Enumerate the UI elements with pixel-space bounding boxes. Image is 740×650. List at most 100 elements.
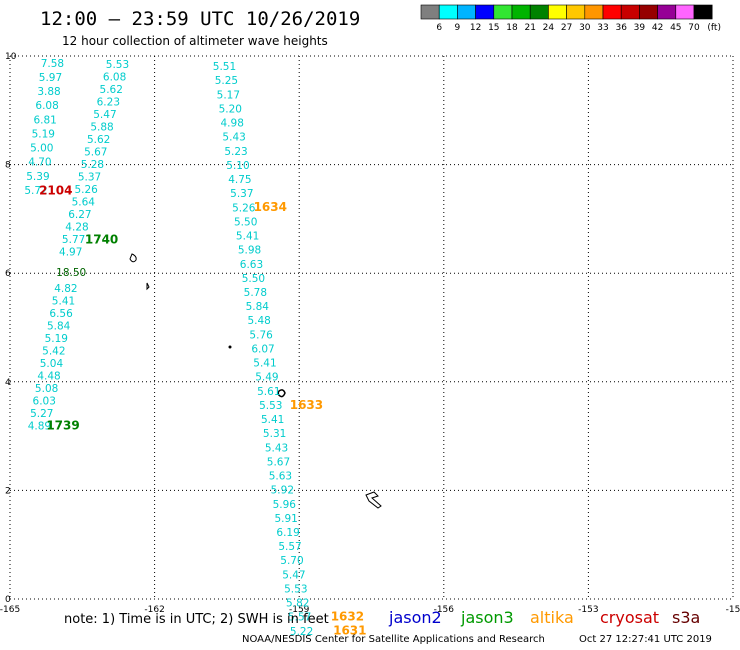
wave-height-label: 5.37 [230,188,253,200]
lon-tick-label: -153 [578,605,598,615]
island-outline [129,253,137,263]
wave-height-label: 5.57 [288,612,311,624]
wave-height-label: 5.00 [30,143,53,155]
wave-height-label: 5.47 [93,109,116,121]
wave-height-label: 5.97 [39,72,62,84]
legend-label-9: 9 [455,23,461,33]
wave-height-label: 5.31 [263,428,286,440]
wave-height-label: 5.78 [244,287,267,299]
lat-tick-label: 4 [5,378,11,388]
wave-height-label: 5.88 [90,121,113,133]
lat-tick-label: 8 [5,161,11,171]
wave-height-label: 6.19 [276,527,299,539]
lat-tick-label: 10 [5,52,17,62]
wave-height-label: 5.61 [257,386,280,398]
pass-time-label: 1632 [331,610,364,624]
pass-time-label: 1633 [290,398,323,412]
wave-height-label: 5.19 [45,333,68,345]
pass-time-label: 1634 [254,200,287,214]
mission-cryosat-label: cryosat [600,608,660,627]
wave-height-label: 5.04 [40,358,64,370]
legend-swatch-70 [693,4,713,20]
wave-height-label: 6.81 [33,114,56,126]
wave-height-label: 5.76 [249,329,273,341]
pass-time-label: 1740 [85,232,118,246]
legend-label-12: 12 [470,23,481,33]
legend-label-6: 6 [436,23,442,33]
wave-height-label: 5.17 [217,89,240,101]
wave-height-label: 4.28 [65,221,88,233]
wave-height-label: 4.89 [28,421,51,433]
wave-height-label: 5.22 [290,626,313,638]
lat-tick-label: 0 [5,595,11,605]
legend-label-45: 45 [670,23,681,33]
wave-height-label: 3.88 [37,86,60,98]
wave-height-label: 5.63 [269,471,292,483]
wave-height-label: 5.49 [255,372,278,384]
wave-height-label: 5.67 [267,456,290,468]
wave-height-label: 5.42 [42,346,65,358]
legend-label-18: 18 [506,23,518,33]
wave-height-label: 5.50 [234,216,257,228]
wave-height-label: 6.03 [33,396,56,408]
lon-tick-label: -156 [434,605,455,615]
map-subtitle: 12 hour collection of altimeter wave hei… [62,34,328,48]
wave-height-label: 5.43 [222,132,245,144]
pass-time-label: 2104 [39,183,72,197]
wave-height-label: 5.26 [74,184,98,196]
wave-height-label: 4.82 [54,283,77,295]
wave-height-label: 5.08 [35,383,58,395]
wave-height-label: 5.28 [81,159,104,171]
wave-height-label: 6.63 [240,259,263,271]
wave-height-label: 5.50 [242,273,265,285]
wave-height-label: 5.72 [24,185,47,197]
wave-height-label: 6.56 [49,308,73,320]
legend-unit: (ft) [707,23,721,33]
wave-height-label: 6.23 [97,96,120,108]
wave-height-label: 18.50 [56,267,86,279]
wave-height-label: 5.23 [224,146,247,158]
wave-height-label: 5.67 [84,146,107,158]
legend-label-24: 24 [543,23,555,33]
wave-height-label: 5.25 [215,75,238,87]
wave-height-label: 6.08 [103,71,126,83]
lon-tick-label: -159 [289,605,310,615]
wave-height-label: 5.53 [259,400,282,412]
wave-height-label: 5.48 [247,315,270,327]
legend-label-39: 39 [634,23,646,33]
lat-tick-label: 2 [5,486,11,496]
wave-height-label: 4.97 [59,246,82,258]
wave-height-label: 5.77 [62,234,85,246]
wave-height-label: 5.70 [280,555,303,567]
wave-height-label: 5.96 [273,499,297,511]
wave-height-label: 5.37 [78,171,101,183]
wave-height-label: 4.98 [221,118,244,130]
credit-text: NOAA/NESDIS Center for Satellite Applica… [242,634,545,645]
lon-tick-label: -165 [0,605,20,615]
pass-time-label: 1631 [333,623,366,637]
pass-time-label: 1739 [46,419,79,433]
wave-height-label: 5.39 [26,171,49,183]
lon-tick-label: -162 [144,605,164,615]
wave-height-label: 5.41 [253,358,276,370]
legend-label-33: 33 [597,23,608,33]
island-outline [228,345,232,349]
wave-height-label: 5.20 [219,103,242,115]
legend-label-30: 30 [579,23,591,33]
color-scale-legend: 6 9 12 15 18 21 24 27 30 33 36 39 42 45 70 (ft) [420,4,721,33]
wave-height-label: 5.91 [274,513,297,525]
wave-height-label: 5.84 [246,301,270,313]
wave-height-label: 5.62 [87,134,110,146]
map-title: 12:00 – 23:59 UTC 10/26/2019 [40,8,361,30]
wave-height-label: 6.08 [35,100,58,112]
wave-height-label: 5.84 [47,321,71,333]
wave-height-label: 5.26 [232,202,256,214]
island-outline [146,282,150,291]
legend-label-36: 36 [615,23,627,33]
legend-label-15: 15 [488,23,499,33]
wave-height-label: 5.53 [284,583,307,595]
wave-height-label: 6.07 [251,343,274,355]
lon-tick-label: -15 [726,605,740,615]
wave-height-label: 7.58 [41,58,64,70]
